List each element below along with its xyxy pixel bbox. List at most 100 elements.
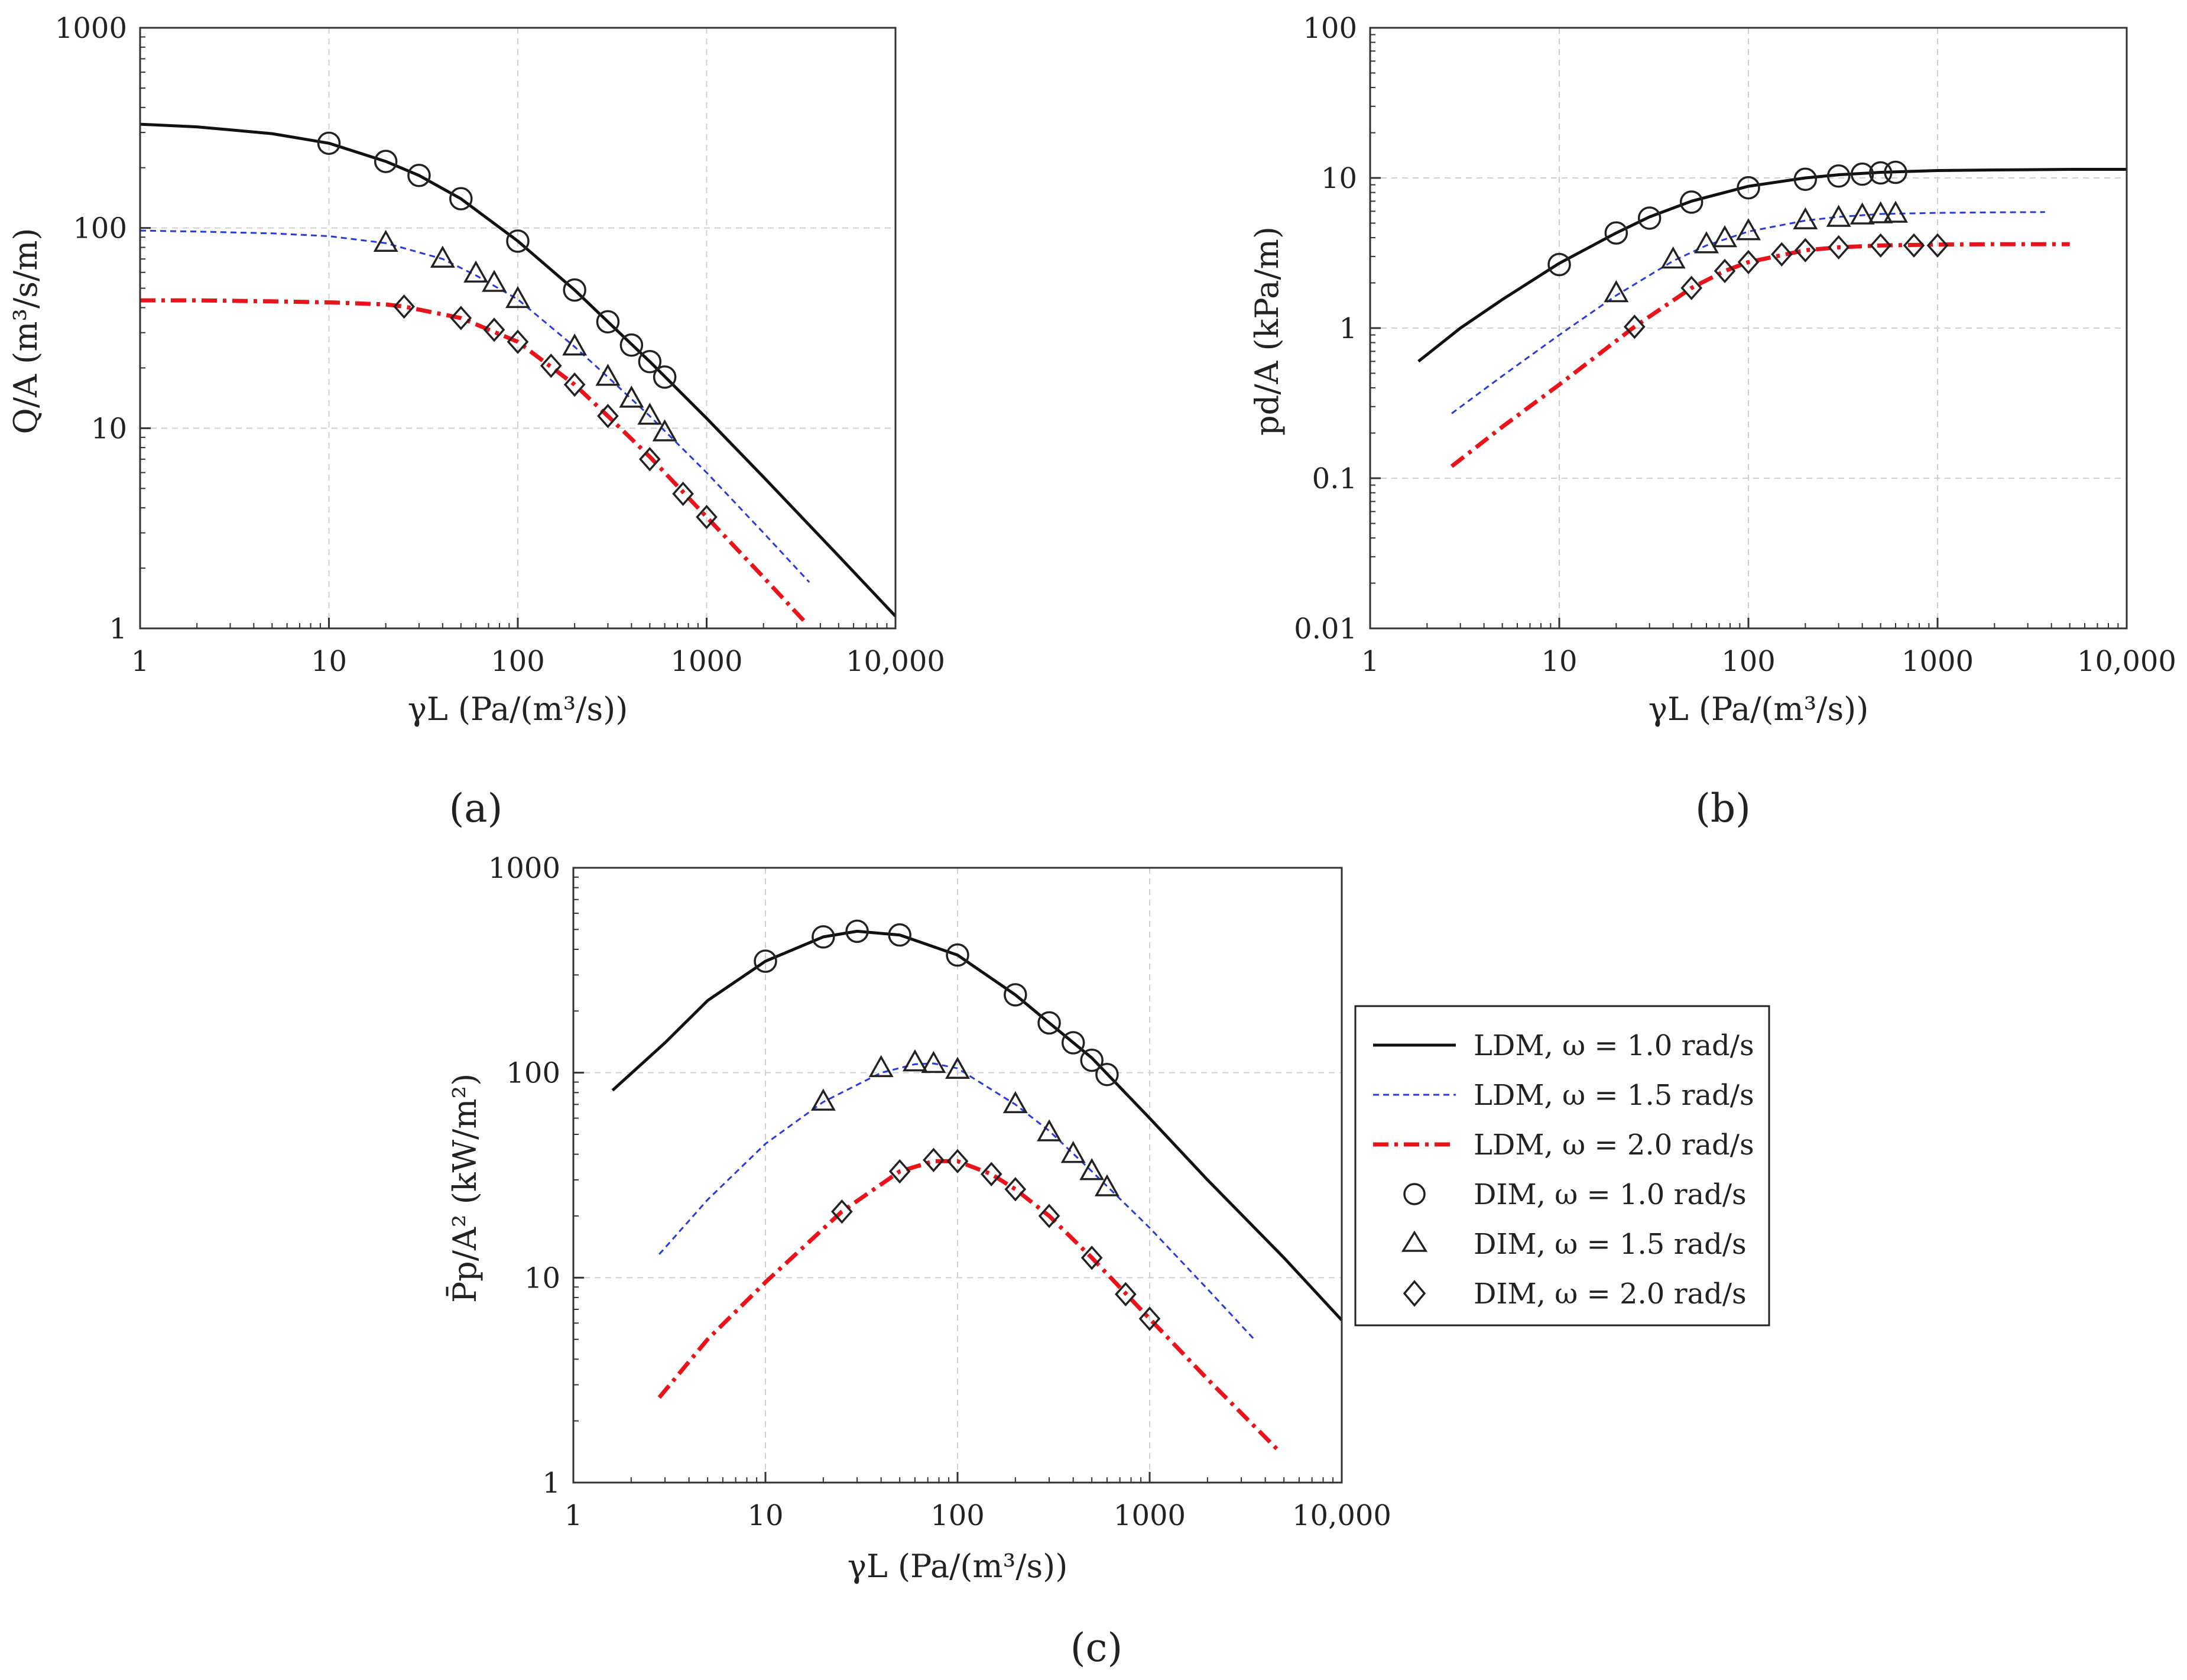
panel-b-point-triangle xyxy=(1826,205,1851,227)
panel-b-point-triangle xyxy=(1793,207,1818,229)
panel-c-point-circle xyxy=(1080,1048,1104,1072)
legend-entry-ldm-2-0: LDM, ω = 2.0 rad/s xyxy=(1373,1128,1754,1162)
panel-a-point-triangle xyxy=(505,286,530,309)
legend-label-dim-1-5: DIM, ω = 1.5 rad/s xyxy=(1474,1228,1747,1261)
panel-b-point-diamond xyxy=(1737,249,1760,275)
panel-c-point-triangle xyxy=(921,1050,946,1073)
legend-entry-ldm-1-0: LDM, ω = 1.0 rad/s xyxy=(1373,1029,1754,1062)
panel-b-point-circle xyxy=(1679,190,1703,214)
legend-label-ldm-1-5: LDM, ω = 1.5 rad/s xyxy=(1474,1079,1754,1112)
panel-b-series-ldm-2 xyxy=(1451,211,2045,414)
panel-c-point-circle xyxy=(845,919,869,943)
panel-c-point-diamond xyxy=(830,1199,853,1224)
panel-b-xtick-label: 100 xyxy=(1721,645,1776,678)
panel-c-xlabel: γL (Pa/(m³/s)) xyxy=(848,1548,1068,1585)
chart-panel-c: 1 10 100 1000 10,000 1 10 100 1000 xyxy=(488,852,1391,1532)
panel-a-point-diamond xyxy=(507,329,529,354)
panel-a-point-diamond xyxy=(393,294,415,319)
panel-a-xtick-label: 10,000 xyxy=(846,645,945,678)
panel-a-xtick-label: 10 xyxy=(311,645,347,678)
panel-c-point-circle xyxy=(812,925,835,949)
legend-marker-diamond xyxy=(1403,1280,1426,1307)
panel-c-point-circle xyxy=(888,923,911,947)
panel-a-point-diamond xyxy=(450,306,472,330)
panel-b-point-circle xyxy=(1547,252,1571,277)
panel-a-point-triangle xyxy=(373,229,398,252)
panel-a-point-triangle xyxy=(595,364,621,386)
panel-a-point-diamond xyxy=(672,481,694,507)
panel-a-point-triangle xyxy=(430,245,455,268)
panel-a-xlabel-text: γL (Pa/(m³/s)) xyxy=(408,690,628,728)
panel-c-ylabel: P̄p/A² (kW/m²) xyxy=(446,1073,484,1303)
panel-a-point-diamond xyxy=(563,372,586,397)
legend-label-ldm-1-0: LDM, ω = 1.0 rad/s xyxy=(1474,1029,1754,1062)
panel-b-point-triangle xyxy=(1712,225,1738,248)
panel-c-point-diamond xyxy=(923,1147,945,1172)
panel-c-point-triangle xyxy=(1002,1091,1028,1114)
panel-a-point-circle xyxy=(638,349,662,374)
panel-c-point-diamond xyxy=(1138,1306,1161,1331)
panel-b-point-diamond xyxy=(1828,235,1850,260)
panel-b-ytick-label: 100 xyxy=(1303,12,1357,45)
panel-a-point-triangle xyxy=(652,419,677,442)
panel-a-point-circle xyxy=(596,310,620,334)
panel-c-point-circle xyxy=(1004,983,1027,1007)
panel-a-xtick-label: 1 xyxy=(131,645,150,678)
panel-c-point-diamond xyxy=(1115,1282,1137,1307)
panel-c-point-diamond xyxy=(888,1159,911,1184)
panel-c-point-triangle xyxy=(945,1056,970,1079)
panel-c-point-diamond xyxy=(946,1149,969,1173)
panel-a-point-triangle xyxy=(562,333,588,356)
panel-c-point-diamond xyxy=(980,1162,1002,1186)
panel-a-point-diamond xyxy=(597,404,619,429)
legend-entry-dim-2-0: DIM, ω = 2.0 rad/s xyxy=(1403,1277,1747,1311)
panel-b-xlabel: γL (Pa/(m³/s)) xyxy=(1649,690,1869,728)
panel-b-point-circle xyxy=(1850,162,1874,186)
panel-b-series-ldm-3 xyxy=(1450,242,2070,468)
panel-a-point-circle xyxy=(374,150,398,173)
panel-a-point-triangle xyxy=(637,403,663,425)
panel-a-point-circle xyxy=(449,187,473,210)
panel-c-point-circle xyxy=(946,943,969,967)
panel-b-ytick-label: 0.1 xyxy=(1312,462,1357,495)
panel-b-point-diamond xyxy=(1926,233,1949,258)
panel-a-xlabel: γL (Pa/(m³/s)) xyxy=(408,690,628,728)
panel-a-point-triangle xyxy=(463,260,489,283)
panel-b-xtick-label: 10,000 xyxy=(2077,645,2176,678)
legend-label-dim-1-0: DIM, ω = 1.0 rad/s xyxy=(1474,1178,1747,1211)
panel-a-point-circle xyxy=(563,278,586,302)
panel-c-xtick-label: 1000 xyxy=(1114,1499,1186,1532)
panel-b-ytick-label: 0.01 xyxy=(1294,612,1357,646)
panel-a-point-diamond xyxy=(638,447,661,472)
panel-b-point-circle xyxy=(1637,206,1662,230)
panel-c-point-circle xyxy=(1095,1062,1119,1087)
panel-b-point-diamond xyxy=(1771,242,1793,267)
panel-b-point-circle xyxy=(1737,176,1760,200)
legend-marker-circle xyxy=(1403,1183,1426,1205)
panel-b-point-circle xyxy=(1868,161,1893,185)
panel-c-point-circle xyxy=(1061,1031,1085,1055)
panel-a-point-diamond xyxy=(696,504,718,530)
panel-c-point-circle xyxy=(754,949,777,973)
panel-b-ytick-label: 1 xyxy=(1339,312,1357,345)
panel-a-point-circle xyxy=(653,365,677,389)
legend-entry-ldm-1-5: LDM, ω = 1.5 rad/s xyxy=(1373,1079,1754,1112)
panel-a-point-diamond xyxy=(540,353,562,378)
legend: LDM, ω = 1.0 rad/s LDM, ω = 1.5 rad/s LD… xyxy=(1354,1005,1770,1327)
panel-a-ytick-label: 1000 xyxy=(55,12,127,45)
panel-c-xtick-label: 100 xyxy=(930,1499,985,1532)
panel-c-point-triangle xyxy=(1037,1119,1062,1141)
panel-c-ytick-label: 100 xyxy=(506,1057,560,1090)
panel-a-point-circle xyxy=(619,333,644,357)
panel-c-point-diamond xyxy=(1080,1246,1103,1270)
panel-b-xtick-label: 1 xyxy=(1361,645,1380,678)
panel-b-point-circle xyxy=(1793,167,1818,191)
panel-c-xtick-label: 10 xyxy=(747,1499,783,1532)
panel-b-point-diamond xyxy=(1680,275,1703,300)
panel-a-point-triangle xyxy=(619,385,644,408)
panel-a-ytick-label: 100 xyxy=(73,212,127,245)
panel-b-point-triangle xyxy=(1849,202,1875,225)
panel-a-series-ldm-2 xyxy=(139,229,810,583)
panel-a-point-circle xyxy=(407,164,431,187)
